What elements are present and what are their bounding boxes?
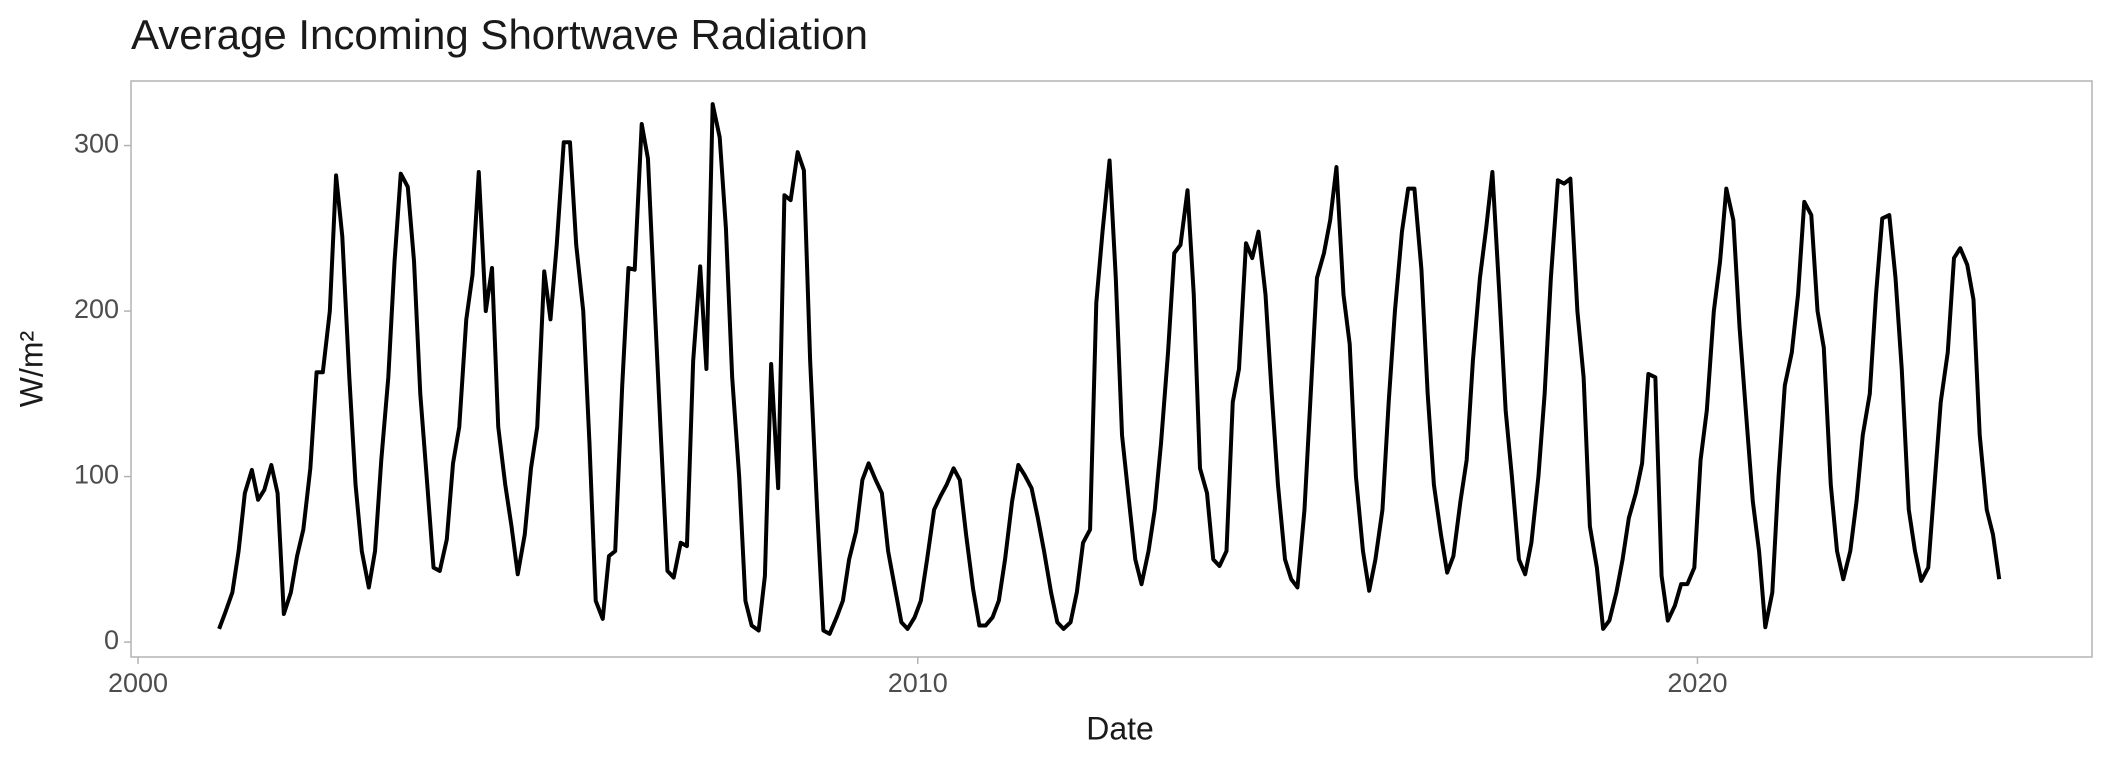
line	[217, 102, 2002, 636]
chart-title: Average Incoming Shortwave Radiation	[131, 11, 868, 58]
plot-panel	[130, 80, 2093, 658]
x-tick-label: 2010	[888, 668, 948, 698]
y-tick-label: 200	[74, 294, 119, 324]
y-tick-label: 100	[74, 460, 119, 490]
x-axis-label: Date	[1086, 710, 1154, 746]
x-tick-label: 2000	[108, 668, 168, 698]
y-tick-label: 300	[74, 129, 119, 159]
y-tick-label: 0	[104, 625, 119, 655]
y-axis-label: W/m²	[13, 330, 49, 407]
x-tick-label: 2020	[1667, 668, 1727, 698]
